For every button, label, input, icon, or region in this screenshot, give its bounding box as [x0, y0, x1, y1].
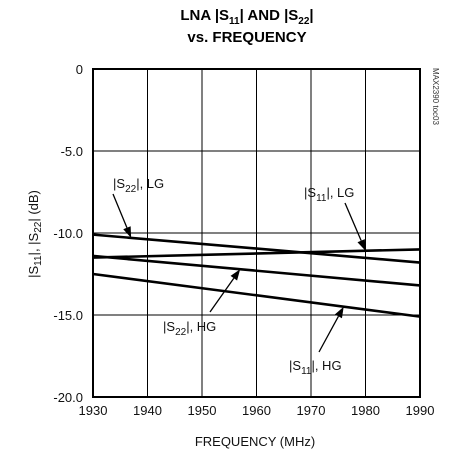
annotation-arrow-line: [318, 316, 340, 353]
chart-title-line2: vs. FREQUENCY: [187, 29, 306, 46]
annotation-arrow-head: [123, 226, 132, 238]
x-axis-label: FREQUENCY (MHz): [195, 434, 315, 449]
series-line: [92, 254, 421, 287]
annotation-label: |S11|, LG: [304, 185, 354, 204]
annotation-arrow-line: [209, 277, 235, 313]
annotations: |S22|, LG |S11|, LG |S22|, HG |S11|, HG: [112, 176, 366, 377]
x-tick-label: 1980: [351, 403, 380, 418]
annotation-arrow-head: [230, 269, 241, 281]
annotation-label: |S11|, HG: [289, 358, 342, 377]
y-tick-label: -20.0: [53, 390, 83, 405]
annotation-arrow-head: [357, 239, 366, 251]
x-tick-label: 1940: [133, 403, 162, 418]
y-tick-label: -15.0: [53, 308, 83, 323]
y-axis-label: |S11|, |S22| (dB): [26, 190, 44, 278]
x-tick-label: 1930: [79, 403, 108, 418]
grid: [93, 69, 420, 397]
x-tick-label: 1950: [188, 403, 217, 418]
chart-title-line1: LNA |S11| AND |S22|: [180, 7, 313, 27]
tick-labels: 1930 1940 1950 1960 1970 1980 1990 0 -5.0 -10.0 -1…: [53, 62, 434, 418]
x-tick-label: 1990: [406, 403, 435, 418]
annotation-arrow-line: [112, 193, 128, 228]
x-tick-label: 1960: [242, 403, 271, 418]
annotation-label: |S22|, LG: [113, 176, 164, 195]
y-tick-label: -10.0: [53, 226, 83, 241]
y-tick-label: 0: [76, 62, 83, 77]
annotation-arrow-line: [344, 202, 362, 241]
plot-frame: [92, 68, 421, 398]
annotation-arrow-head: [334, 306, 344, 319]
y-tick-label: -5.0: [61, 144, 83, 159]
series-line: [92, 272, 421, 318]
series-line: [92, 233, 421, 264]
figure-code: MAX2390 toc03: [431, 68, 440, 125]
annotation-label: |S22|, HG: [163, 319, 216, 338]
x-tick-label: 1970: [297, 403, 326, 418]
